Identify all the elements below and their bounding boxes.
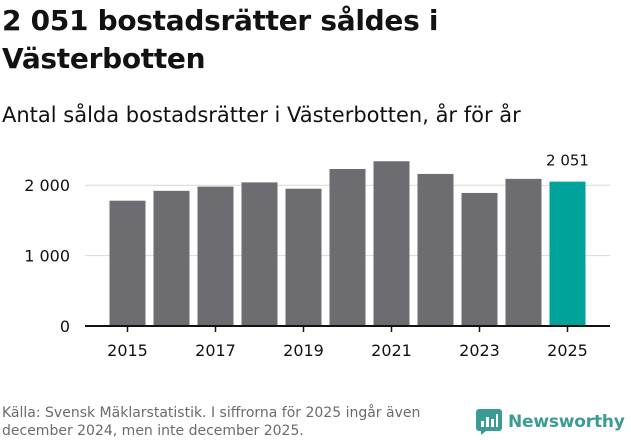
bar-2025 [549,181,586,326]
bar-2018 [241,182,278,326]
x-tick-label: 2023 [459,341,500,360]
data-label-highlight: 2 051 [546,152,589,170]
bar-2024 [505,178,542,326]
y-tick-label: 2 000 [24,176,70,195]
chart-title: 2 051 bostadsrätter såldes i Västerbotte… [2,4,439,75]
bar-2021 [373,161,410,326]
bar-2022 [417,173,454,326]
source-note: Källa: Svensk Mäklarstatistik. I siffror… [2,405,421,439]
x-tick-label: 2019 [283,341,324,360]
brand-name: Newsworthy [508,412,625,432]
chart-subtitle: Antal sålda bostadsrätter i Västerbotten… [2,103,521,127]
x-tick-label: 2021 [371,341,412,360]
bars [109,161,586,326]
y-tick-label: 0 [60,317,70,336]
bar-2015 [109,200,146,326]
x-tick-label: 2017 [195,341,236,360]
y-axis-tick-labels: 0 1 000 2 000 [24,176,70,336]
x-axis-tick-labels: 2015 2017 2019 2021 2023 2025 [107,326,588,360]
bar-2023 [461,192,498,326]
data-labels: 2 051 [546,152,589,170]
x-tick-label: 2015 [107,341,148,360]
x-tick-label: 2025 [547,341,588,360]
bar-2020 [329,169,366,326]
bar-2016 [153,190,190,326]
bar-2019 [285,188,322,326]
y-tick-label: 1 000 [24,247,70,266]
brand-logo: Newsworthy [476,409,625,435]
newsworthy-logo-icon [476,409,502,435]
bar-2017 [197,186,234,326]
